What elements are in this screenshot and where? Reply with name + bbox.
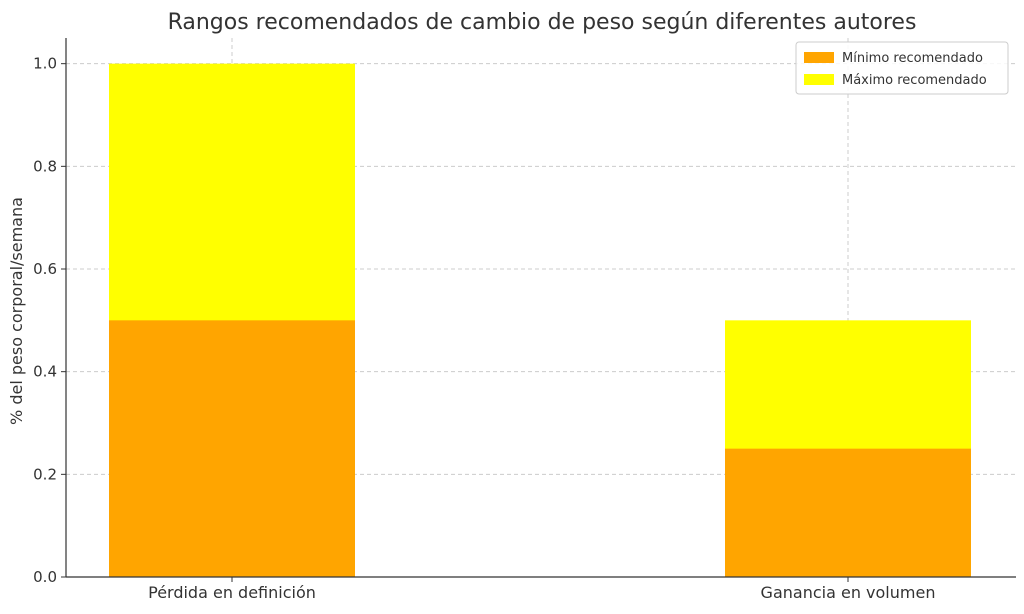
legend: Mínimo recomendado Máximo recomendado — [795, 41, 1009, 95]
bar-minimo-1 — [725, 448, 971, 577]
legend-box — [795, 41, 1009, 95]
y-tick-label: 0.8 — [33, 157, 57, 175]
x-tick-label: Ganancia en volumen — [761, 583, 936, 602]
bars — [109, 63, 971, 577]
y-tick-label: 0.0 — [33, 568, 57, 586]
x-tick-label: Pérdida en definición — [148, 583, 316, 602]
y-axis-label: % del peso corporal/semana — [7, 197, 26, 425]
legend-swatch — [804, 52, 834, 63]
tick-labels: 0.0 0.2 0.4 0.6 0.8 1.0 Pérdida en definición G… — [33, 55, 935, 602]
chart-title: Rangos recomendados de cambio de peso se… — [168, 10, 917, 35]
legend-label: Mínimo recomendado — [842, 51, 983, 66]
y-tick-label: 0.4 — [33, 363, 57, 381]
y-tick-label: 0.6 — [33, 260, 57, 278]
y-tick-label: 1.0 — [33, 55, 57, 73]
y-tick-label: 0.2 — [33, 465, 57, 483]
axes — [65, 38, 1016, 578]
legend-swatch — [804, 74, 834, 85]
bar-minimo-0 — [109, 320, 355, 577]
legend-label: Máximo recomendado — [842, 73, 987, 88]
